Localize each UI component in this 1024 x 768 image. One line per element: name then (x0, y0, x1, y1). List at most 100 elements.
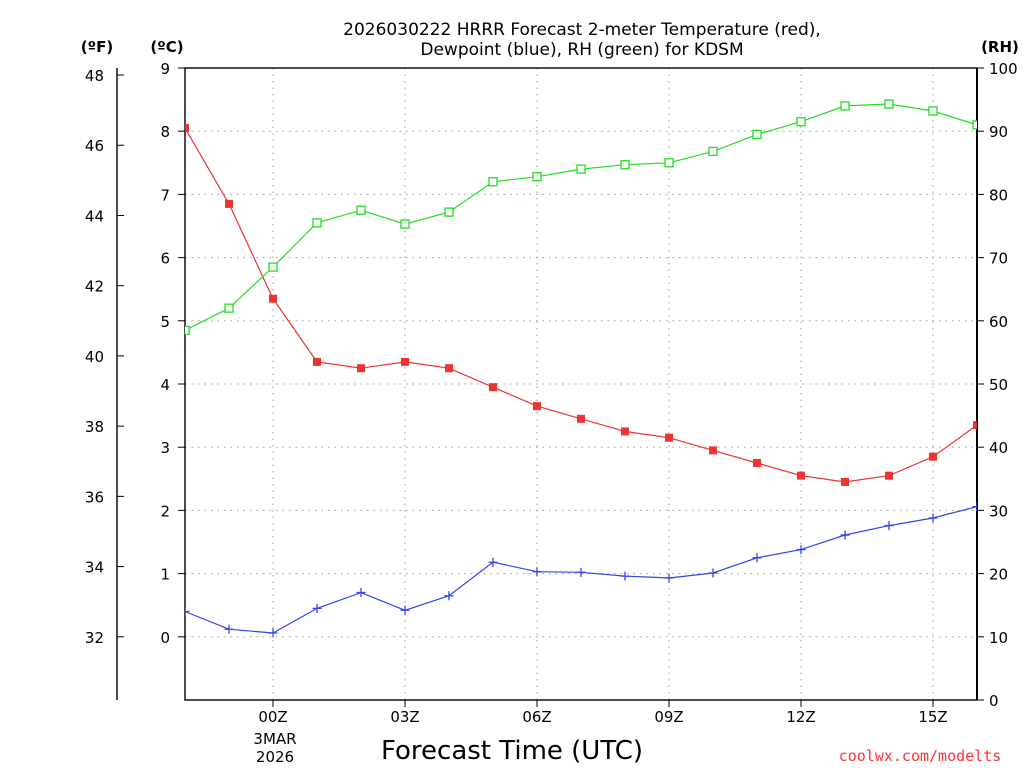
dewpoint-point (400, 605, 410, 615)
fahrenheit-tick-label: 36 (85, 488, 104, 506)
dewpoint-point (576, 567, 586, 577)
rh-tick-label: 50 (989, 376, 1008, 394)
2-meter-temperature-point (185, 124, 189, 133)
2-meter-temperature-point (973, 421, 977, 430)
rh-tick-label: 0 (989, 692, 999, 710)
rh-point (224, 303, 234, 313)
2-meter-temperature-point (533, 402, 541, 411)
dewpoint-point (620, 571, 630, 581)
rh-tick-label: 100 (989, 60, 1018, 78)
2-meter-temperature-point (225, 199, 233, 208)
rh-point (840, 101, 850, 111)
dewpoint-point (928, 513, 938, 523)
rh-point (356, 205, 366, 215)
rh-tick-label: 40 (989, 439, 1008, 457)
rh-point (708, 146, 718, 157)
fahrenheit-tick-label: 34 (85, 559, 104, 577)
celsius-tick-label: 6 (160, 250, 170, 268)
date-label-year: 2026 (256, 748, 294, 766)
rh-unit-label: (RH) (981, 38, 1019, 56)
x-tick-label: 00Z (258, 708, 287, 726)
2-meter-temperature-point (489, 383, 497, 392)
rh-tick-label: 80 (989, 186, 1008, 204)
dewpoint-point (444, 591, 454, 601)
chart-title-line-1: 2026030222 HRRR Forecast 2-meter Tempera… (343, 20, 821, 40)
dewpoint-point (224, 624, 234, 634)
credit-text: coolwx.com/modelts (839, 747, 1002, 765)
rh-point (576, 164, 586, 174)
fahrenheit-tick-label: 40 (85, 348, 104, 366)
dewpoint-point (884, 521, 894, 531)
dewpoint-point (488, 557, 498, 567)
2-meter-temperature-point (269, 294, 277, 303)
dewpoint-point (312, 603, 322, 613)
2-meter-temperature-point (445, 364, 453, 373)
fahrenheit-tick-label: 42 (85, 278, 104, 296)
celsius-tick-label: 4 (160, 376, 170, 394)
dewpoint-point (752, 553, 762, 563)
dewpoint-point (532, 567, 542, 577)
date-label-month: 3MAR (253, 730, 296, 748)
celsius-tick-label: 8 (160, 123, 170, 141)
celsius-unit-label: (ºC) (150, 38, 183, 56)
fahrenheit-tick-label: 44 (85, 207, 104, 225)
celsius-tick-label: 0 (160, 629, 170, 647)
x-axis-title: Forecast Time (UTC) (381, 736, 643, 766)
2-meter-temperature-point (401, 357, 409, 366)
rh-point (488, 177, 498, 187)
rh-line (185, 103, 977, 331)
rh-point (185, 325, 190, 335)
plot-frame (184, 67, 978, 701)
celsius-tick-label: 7 (160, 186, 170, 204)
rh-point (664, 158, 674, 168)
2-meter-temperature-point (797, 471, 805, 480)
axes: 0123456789323436384042444648010203040506… (85, 60, 1018, 726)
rh-point (884, 99, 894, 109)
rh-point (752, 129, 762, 140)
celsius-tick-label: 5 (160, 313, 170, 331)
dewpoint-point (840, 530, 850, 540)
x-tick-label: 15Z (918, 708, 947, 726)
rh-tick-label: 60 (989, 313, 1008, 331)
celsius-tick-label: 3 (160, 439, 170, 457)
dewpoint-point (268, 628, 278, 638)
rh-point (928, 106, 938, 116)
rh-tick-label: 10 (989, 629, 1008, 647)
fahrenheit-tick-label: 32 (85, 629, 104, 647)
series-layer (185, 99, 977, 638)
rh-point (532, 172, 542, 182)
rh-point (268, 262, 278, 272)
2-meter-temperature-line (185, 127, 977, 483)
dewpoint-point (972, 502, 977, 512)
2-meter-temperature-point (929, 452, 937, 461)
celsius-tick-label: 1 (160, 566, 170, 584)
2-meter-temperature-point (753, 459, 761, 467)
x-tick-label: 06Z (522, 708, 551, 726)
dewpoint-point (185, 607, 190, 617)
dewpoint-point (796, 545, 806, 555)
2-meter-temperature-point (621, 427, 629, 436)
2-meter-temperature-point (357, 364, 365, 373)
2-meter-temperature-point (841, 477, 849, 486)
x-tick-label: 12Z (786, 708, 815, 726)
rh-point (444, 207, 454, 217)
fahrenheit-unit-label: (ºF) (81, 38, 113, 56)
rh-tick-label: 70 (989, 250, 1008, 268)
2-meter-temperature-point (709, 446, 717, 455)
rh-point (400, 219, 410, 229)
chart-title-line-2: Dewpoint (blue), RH (green) for KDSM (420, 40, 743, 60)
rh-tick-label: 90 (989, 123, 1008, 141)
fahrenheit-tick-label: 48 (85, 67, 104, 85)
2-meter-temperature-point (577, 414, 585, 423)
x-tick-label: 09Z (654, 708, 683, 726)
2-meter-temperature-point (665, 433, 673, 442)
fahrenheit-tick-label: 46 (85, 137, 104, 155)
dewpoint-point (356, 588, 366, 598)
2-meter-temperature-point (885, 471, 893, 480)
rh-point (620, 160, 630, 170)
rh-point (796, 117, 806, 127)
rh-tick-label: 20 (989, 566, 1008, 584)
x-tick-label: 03Z (390, 708, 419, 726)
fahrenheit-tick-label: 38 (85, 418, 104, 436)
